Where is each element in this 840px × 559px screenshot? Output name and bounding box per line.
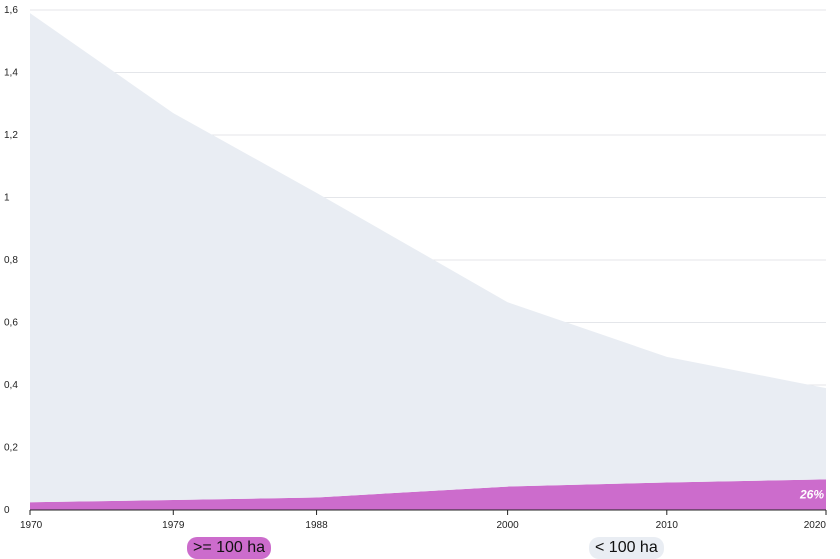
legend-item-small-farms[interactable]: < 100 ha: [589, 536, 664, 559]
y-tick-label: 1: [4, 193, 10, 204]
y-tick-label: 0,2: [4, 443, 18, 454]
x-tick-label: 2010: [656, 520, 679, 531]
x-axis: 1970 1979 1988 2000 2010 2020: [20, 509, 827, 531]
y-tick-label: 1,6: [4, 5, 18, 16]
y-tick-label: 1,4: [4, 68, 18, 79]
y-tick-label: 0,6: [4, 318, 18, 329]
x-tick-label: 1979: [162, 520, 185, 531]
y-tick-label: 0,8: [4, 255, 18, 266]
x-tick-label: 1970: [20, 520, 43, 531]
x-tick-label: 2020: [804, 520, 827, 531]
area-series: [30, 13, 826, 510]
y-tick-label: 0: [4, 505, 10, 516]
x-tick-label: 2000: [496, 520, 519, 531]
y-tick-label: 1,2: [4, 130, 18, 141]
legend-item-large-farms[interactable]: >= 100 ha: [187, 536, 272, 559]
y-axis: 0 0,2 0,4 0,6 0,8 1 1,2 1,4 1,6: [4, 5, 18, 516]
share-annotation: 26%: [799, 488, 824, 502]
area-large-farms: [30, 479, 826, 510]
y-tick-label: 0,4: [4, 380, 18, 391]
area-small-farms: [30, 13, 826, 503]
x-tick-label: 1988: [305, 520, 328, 531]
annotations: 26%: [799, 488, 824, 502]
